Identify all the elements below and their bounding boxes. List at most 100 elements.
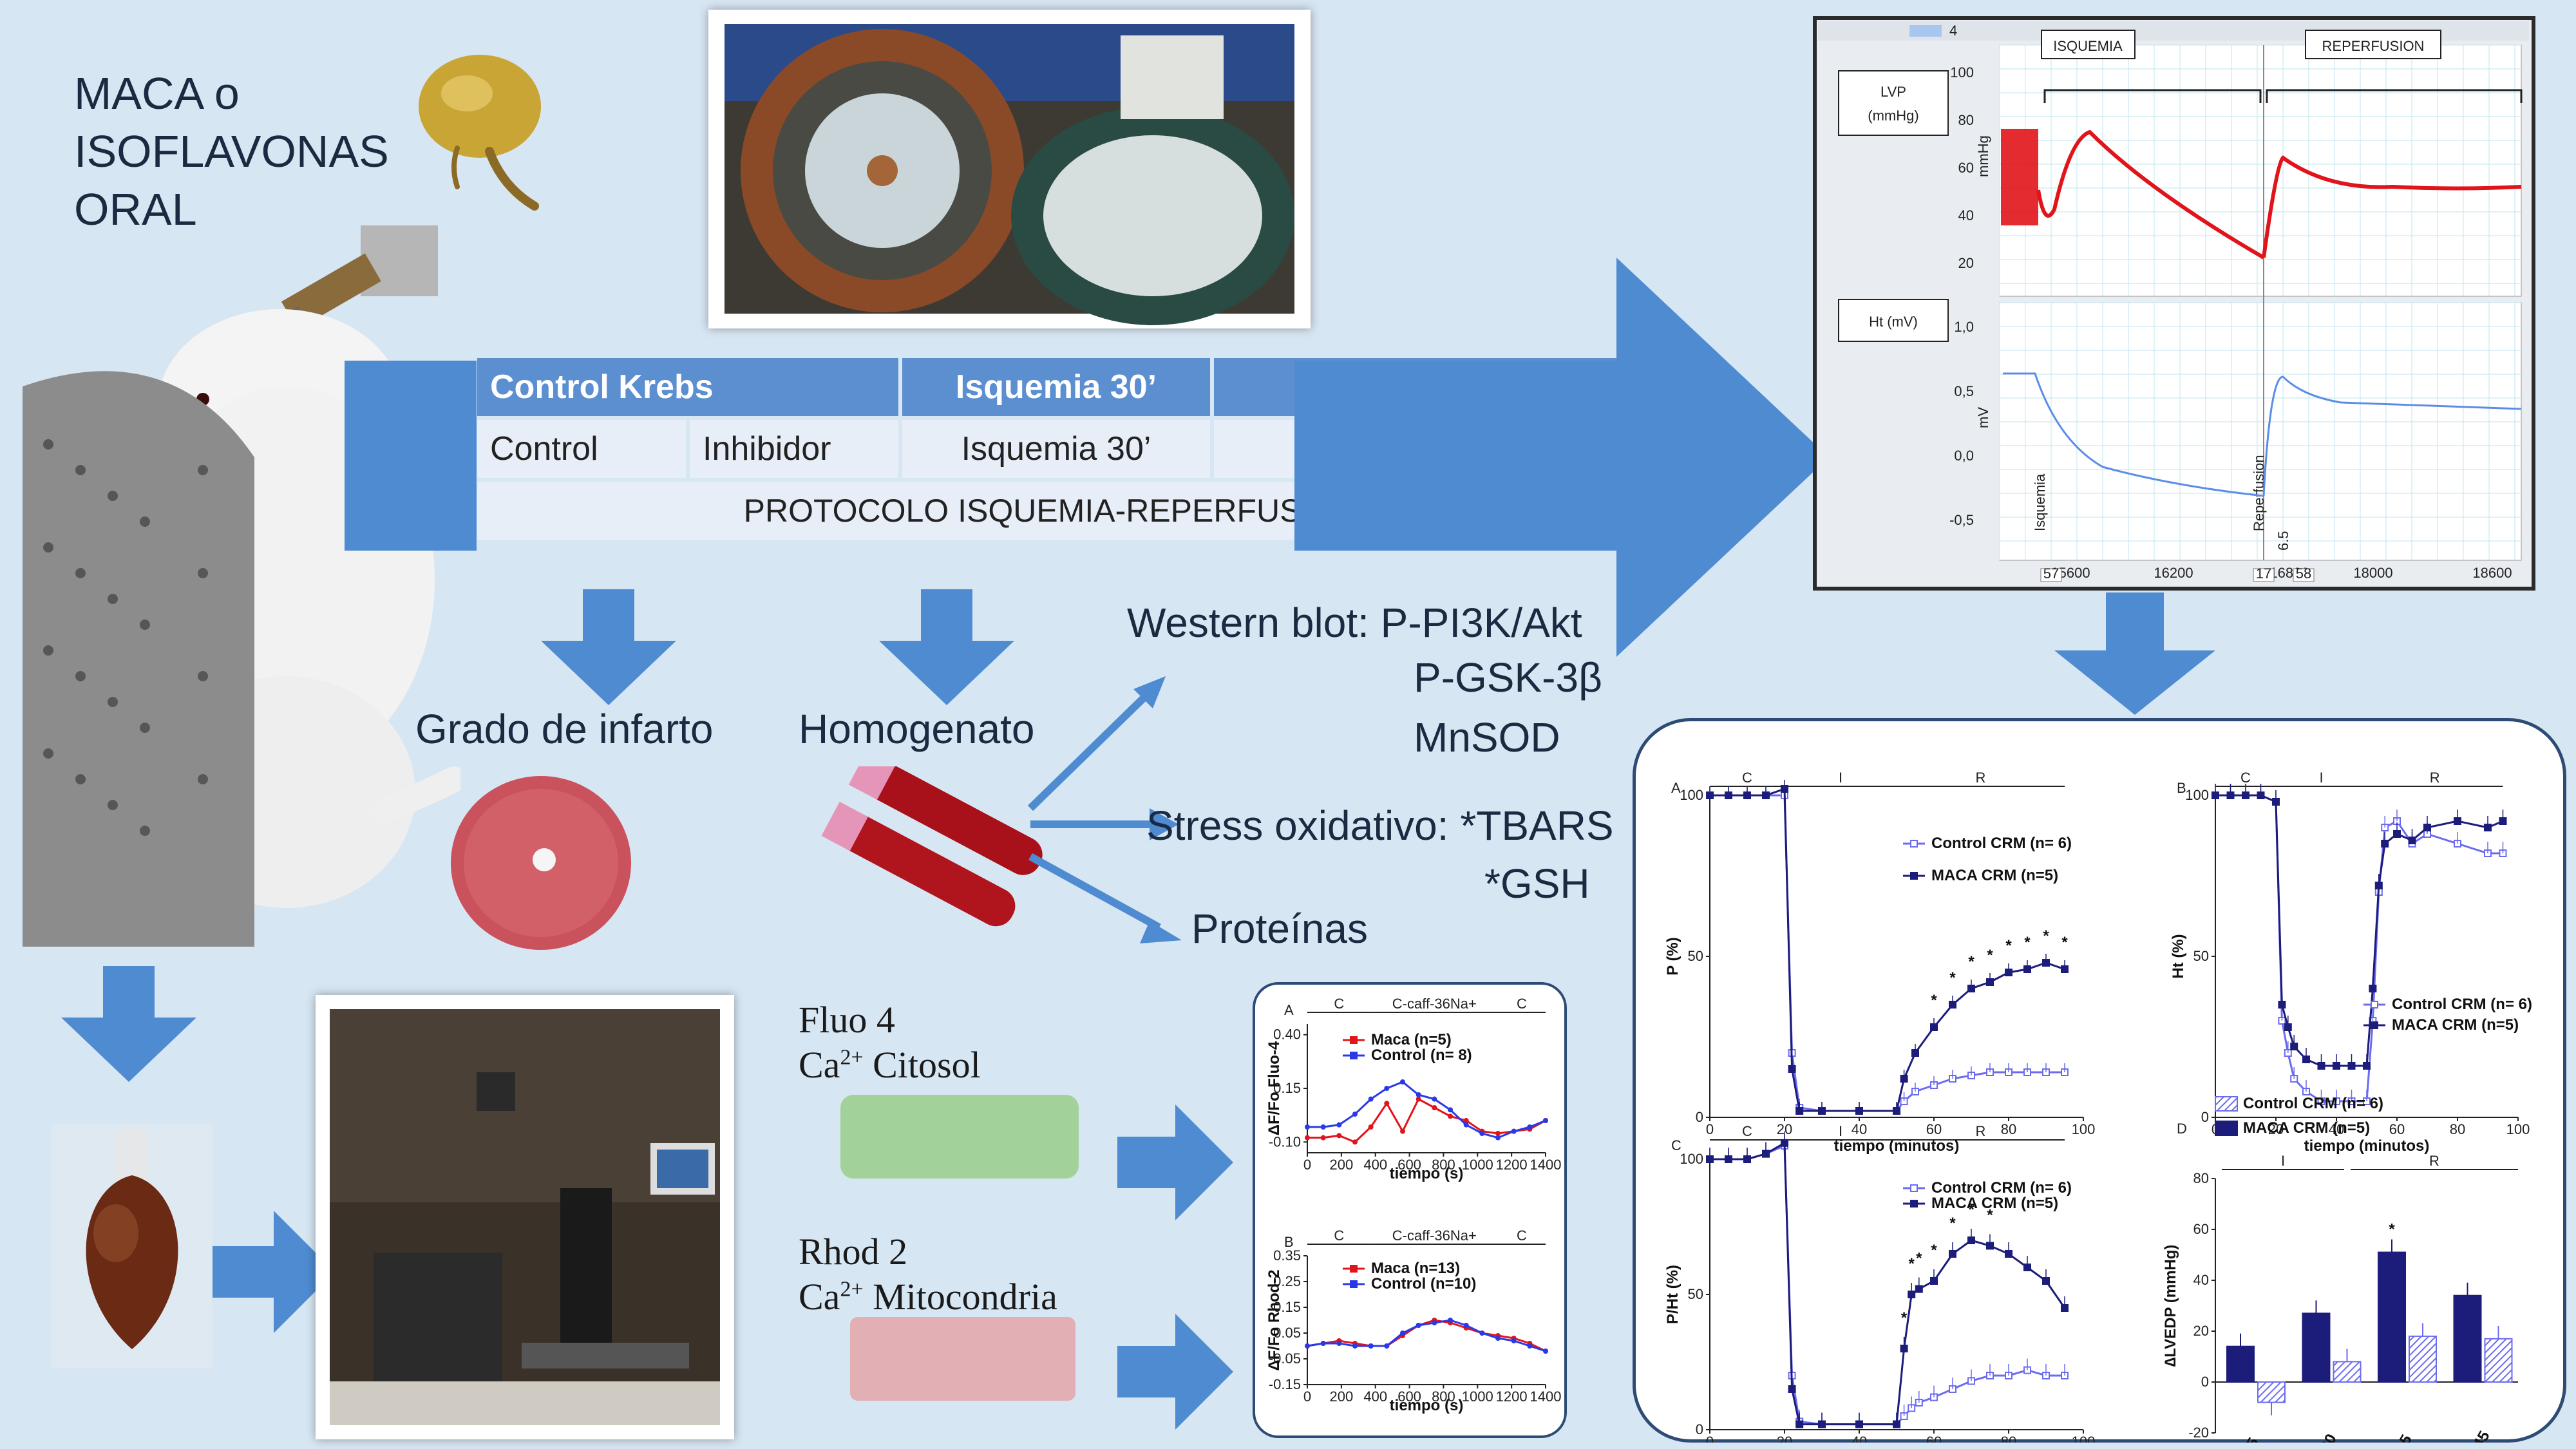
ca-chart-a-xtick-label: 0 (1303, 1157, 1311, 1173)
rec-lvp-box (1838, 70, 1949, 136)
wb-item-3: MnSOD (1414, 714, 1560, 761)
chart-c-ylabel: P/Ht (%) (1664, 1265, 1681, 1324)
treatment-title: MACA o ISOFLAVONAS ORAL (74, 64, 389, 238)
chart-c-star: * (1968, 1201, 1975, 1218)
branch-arrows-icon (1027, 676, 1182, 943)
rec-mmhg-label: mmHg (1975, 135, 1991, 177)
ca-chart-b-phase-label: C (1334, 1227, 1344, 1244)
ca-chart-a-phase-label: C-caff-36Na+ (1392, 996, 1477, 1012)
ca-chart-b-series-1-point (1320, 1341, 1326, 1346)
chart-d-bar-0 (2226, 1345, 2255, 1383)
chart-b-legend-0-label: Control CRM (n= 6) (2392, 996, 2532, 1013)
rec-isq-label: ISQUEMIA (2053, 38, 2123, 54)
chart-c-ytick-label: 0 (1696, 1421, 1703, 1437)
rec-lvp-unit: (mmHg) (1868, 108, 1918, 124)
wb-item-1: P-PI3K/Akt (1380, 600, 1582, 646)
ca-chart-a-series-0-line (1307, 1097, 1546, 1144)
chart-a-star: * (1968, 953, 1975, 971)
rec-row-marker: 6.5 (2275, 531, 2291, 551)
ca-chart-a-series-0-point (1448, 1113, 1453, 1119)
calcium-charts-box (1253, 982, 1567, 1438)
chart-c-xtick-label: 100 (2072, 1434, 2096, 1443)
ca-chart-b-xtick-label: 0 (1303, 1388, 1311, 1405)
ca-chart-a-xtick-label: 600 (1397, 1157, 1421, 1173)
ca-chart-b-ytick-label: 0.25 (1273, 1273, 1301, 1289)
rec-mv-label: mV (1975, 407, 1991, 428)
ca-chart-a-series-1-point (1448, 1107, 1453, 1113)
chart-a-xtick-label: 100 (2072, 1121, 2096, 1137)
rec-footer-num: 58 (2296, 565, 2311, 582)
chart-d-bar-1 (2333, 1361, 2362, 1383)
chart-a-phase-label: I (1839, 770, 1842, 786)
chart-a-ytick-label: 100 (1680, 787, 1703, 803)
ca-chart-a-ytick-label: 0.40 (1273, 1027, 1301, 1043)
rec-ht-trace-rep (2262, 375, 2522, 497)
rec-isq-bracket (2043, 89, 2262, 103)
rec-x-tick: 18000 (2353, 565, 2392, 581)
chart-c-star: * (1909, 1255, 1915, 1273)
ca-chart-b-series-1-line (1307, 1319, 1546, 1352)
chart-c-legend-1-label: MACA CRM (n=5) (1931, 1195, 2058, 1212)
chart-c-xtick-label: 20 (1777, 1434, 1792, 1443)
ca-chart-a-series-1-point (1368, 1096, 1374, 1102)
ca-chart-a-series-1-point (1479, 1131, 1485, 1136)
ca-chart-b-series-1-point (1416, 1323, 1421, 1328)
western-blot-label: Western blot: P-PI3K/Akt (1127, 599, 1582, 647)
chart-c-legend-1-marker (1910, 1200, 1918, 1208)
protocol-header-control: Control Krebs (477, 358, 898, 416)
chart-b-legend-1-marker (2371, 1021, 2378, 1029)
calcium-charts: 0 200 400 600 800 1000 1200 1400-0.100.150.40ti… (1265, 996, 1561, 1414)
chart-a-legend-0-marker (1910, 840, 1918, 848)
chart-a-legend-0-label: Control CRM (n= 6) (1931, 835, 2072, 852)
rec-ht-trace-isq (2003, 372, 2264, 497)
chart-c-xtick-label: 0 (1706, 1434, 1714, 1443)
chart-a-xtick-label: 80 (2001, 1121, 2016, 1137)
chart-d-legend-0-swatch (2215, 1121, 2238, 1136)
chart-d-xtick-label: I30 (2315, 1431, 2340, 1443)
ca-chart-b-legend-1-label: Control (n=10) (1371, 1275, 1476, 1293)
ca-chart-a-xtick-label: 400 (1363, 1157, 1387, 1173)
ca-chart-b-legend-1-marker (1350, 1280, 1358, 1288)
rec-footer-box (2040, 568, 2062, 582)
rec-ht-tick: 1,0 (1954, 319, 1974, 335)
ca-chart-b-ytick-label: 0.15 (1273, 1299, 1301, 1315)
chart-a-star: * (1931, 992, 1937, 1009)
ca-chart-b-phase-label: C-caff-36Na+ (1392, 1227, 1477, 1244)
mitochondria-label: Ca2+ Mitocondria (799, 1276, 1057, 1318)
ca-chart-b-series-1-point (1463, 1323, 1469, 1328)
ca-chart-a-xtick-label: 800 (1432, 1157, 1455, 1173)
ca-chart-b-series-1-point (1305, 1343, 1310, 1349)
rec-tab (1909, 25, 1942, 37)
chart-b-ytick-label: 50 (2193, 948, 2209, 964)
ca-chart-a-series-1-point (1305, 1124, 1310, 1130)
oxidative-label: Stress oxidativo: *TBARS (1146, 802, 1614, 849)
chart-b-xtick-label: 20 (2268, 1121, 2284, 1137)
ca-chart-a-series-1-point (1511, 1128, 1517, 1134)
ca-chart-a-ylabel: ΔF/Fo Fluo-4 (1265, 1041, 1283, 1135)
chart-c-xtick-label: 40 (1852, 1434, 1867, 1443)
cardiomyocyte-green-image (840, 1095, 1079, 1179)
ca-chart-a-series-1-line (1307, 1081, 1546, 1139)
ca-chart-b-series-1-point (1448, 1318, 1453, 1323)
ca-chart-b-xtick-label: 400 (1363, 1388, 1387, 1405)
chart-a-star: * (2024, 934, 2031, 951)
ca-chart-a-series-1-point (1527, 1124, 1533, 1130)
protocol-header-ischemia: Isquemia 30’ (902, 358, 1210, 416)
rec-mark-isq: Isquemia (2032, 473, 2048, 531)
lvp-ht-recording: 4 LVP (mmHg) Ht (mV) 100 80 60 40 20 1,0 0,5 0,0 -0,… (1818, 21, 2529, 582)
arrow-down-recording-icon (2054, 592, 2215, 715)
chart-d-ytick-label: 60 (2193, 1221, 2209, 1237)
chart-d-ytick-label: 80 (2193, 1170, 2209, 1186)
ca-chart-b-ylabel: ΔF/Fo Rhod-2 (1265, 1269, 1283, 1370)
chart-b-phase-label: C (2240, 770, 2251, 786)
ca-chart-a-series-0-point (1432, 1105, 1437, 1110)
infarct-label: Grado de infarto (415, 706, 714, 752)
chart-a-phase-label: R (1976, 770, 1986, 786)
rhod2-label: Rhod 2 (799, 1231, 908, 1273)
rec-x-tick: 16200 (2154, 565, 2193, 581)
ca-chart-b-xtick-label: 600 (1397, 1388, 1421, 1405)
rec-plot-0 (1999, 44, 2522, 297)
fluo4-label: Fluo 4 (799, 999, 895, 1041)
ca-chart-a-ytick-label: -0.10 (1269, 1133, 1301, 1150)
